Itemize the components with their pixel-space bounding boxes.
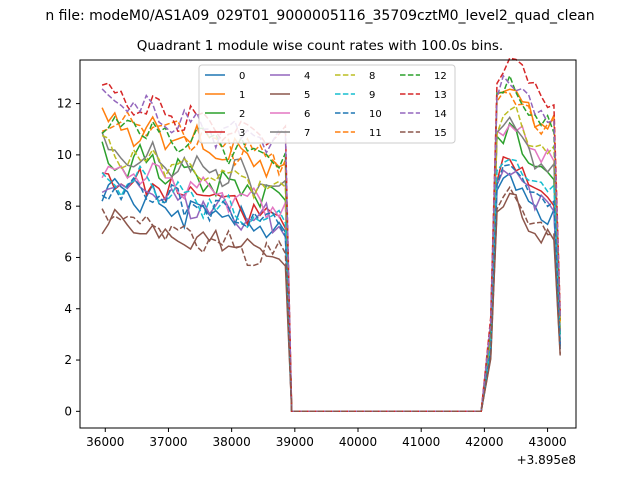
x-tick-label: 42000 (465, 435, 503, 449)
legend-label-11: 11 (369, 128, 382, 139)
legend-label-14: 14 (434, 109, 447, 120)
y-tick-label: 12 (57, 97, 72, 111)
y-tick-label: 8 (64, 199, 72, 213)
x-tick-label: 38000 (213, 435, 251, 449)
figure-suptitle: n file: modeM0/AS1A09_029T01_9000005116_… (45, 8, 594, 24)
y-tick-label: 0 (64, 404, 72, 418)
series-line-9 (101, 158, 561, 413)
legend-label-15: 15 (434, 128, 447, 139)
x-tick-label: 41000 (402, 435, 440, 449)
x-tick-label: 43000 (528, 435, 566, 449)
axis-ticks: 36000 37000 38000 39000 40000 41000 42000 43000… (57, 97, 567, 449)
x-tick-label: 37000 (149, 435, 187, 449)
chart-title: Quadrant 1 module wise count rates with … (137, 38, 503, 54)
legend-label-3: 3 (239, 128, 245, 139)
legend-label-2: 2 (239, 109, 245, 120)
series-line-15 (101, 185, 561, 413)
legend-label-10: 10 (369, 109, 382, 120)
x-tick-label: 39000 (276, 435, 314, 449)
legend-label-1: 1 (239, 90, 245, 101)
y-tick-label: 2 (64, 353, 72, 367)
legend-label-7: 7 (304, 128, 310, 139)
legend-label-8: 8 (369, 71, 375, 82)
y-tick-label: 10 (57, 148, 72, 162)
series-line-8 (101, 105, 561, 413)
legend-box (198, 64, 456, 144)
y-tick-label: 4 (64, 302, 72, 316)
legend-label-5: 5 (304, 90, 310, 101)
legend-label-0: 0 (239, 71, 245, 82)
y-tick-label: 6 (64, 250, 72, 264)
x-tick-label: 36000 (86, 435, 124, 449)
legend-label-6: 6 (304, 109, 310, 120)
series-lines (101, 57, 561, 413)
plot-frame (79, 59, 577, 429)
x-tick-label: 40000 (339, 435, 377, 449)
legend-label-4: 4 (304, 71, 310, 82)
legend-label-12: 12 (434, 71, 447, 82)
legend-label-13: 13 (434, 90, 447, 101)
x-axis-offset-label: +3.895e8 (517, 453, 576, 467)
legend-label-9: 9 (369, 90, 375, 101)
